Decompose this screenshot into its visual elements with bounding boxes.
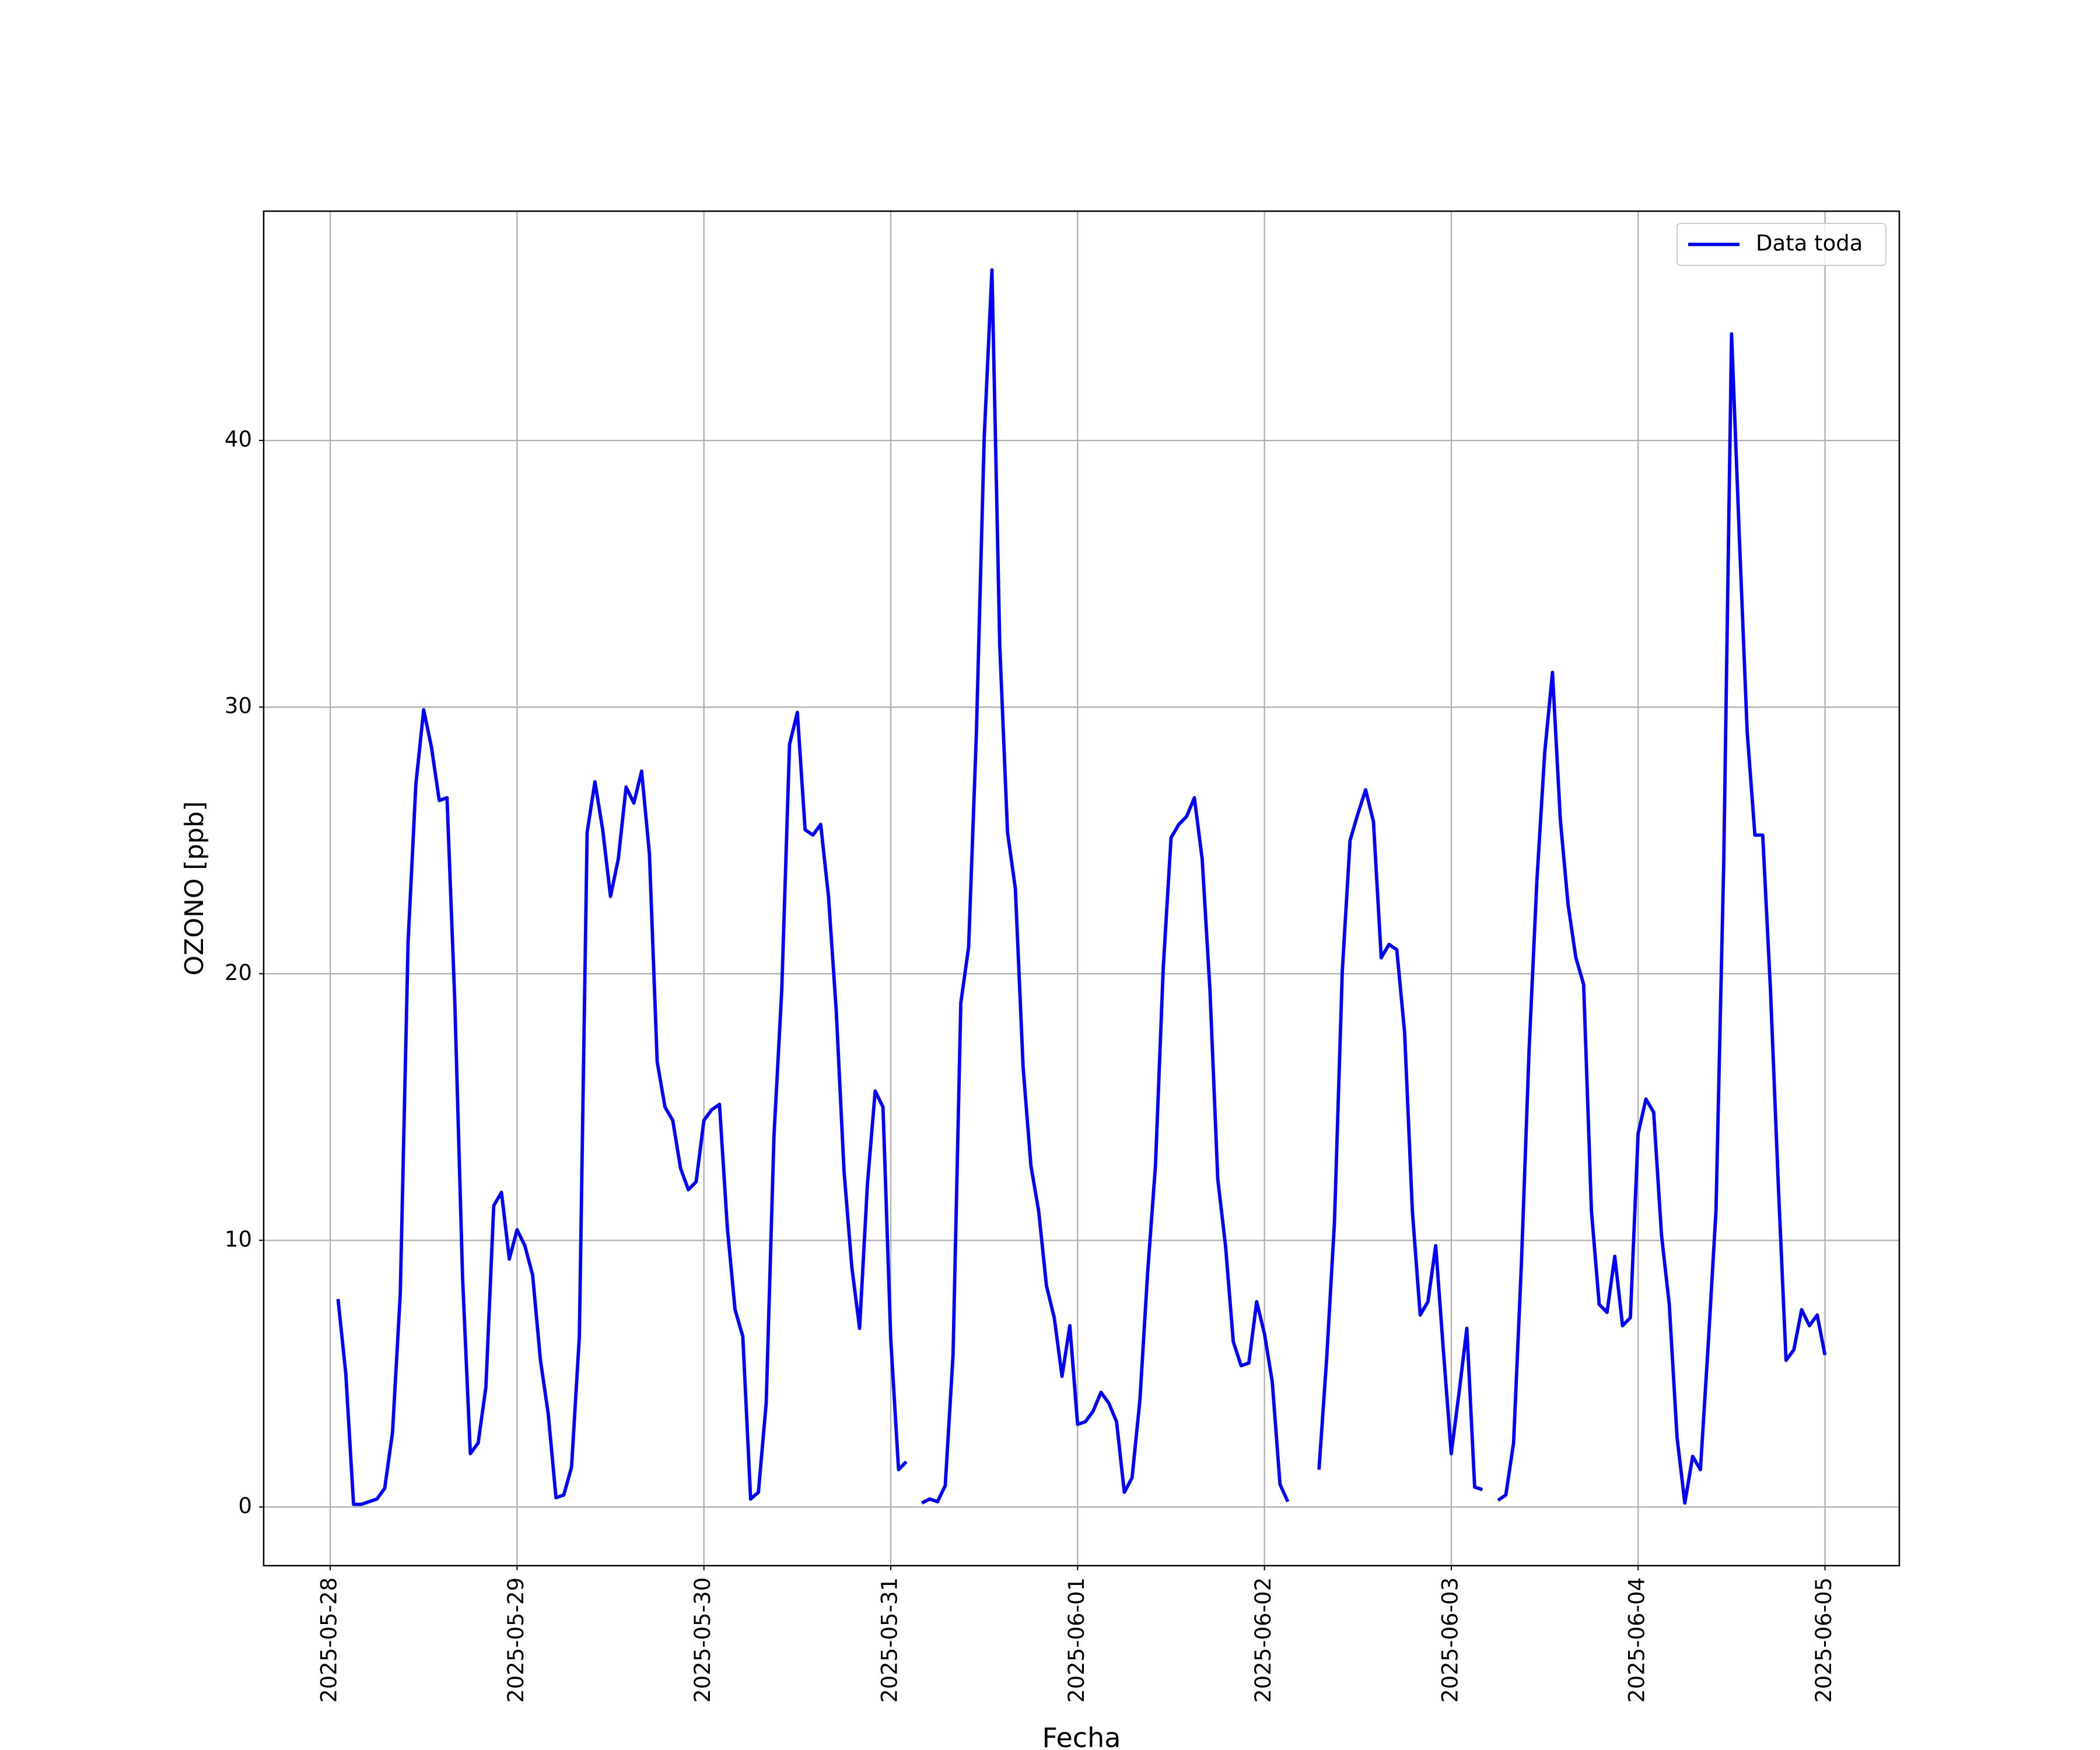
legend-box xyxy=(1676,223,1887,266)
x-tick-label: 2025-05-28 xyxy=(317,1577,342,1703)
y-tick-label: 20 xyxy=(225,960,252,985)
x-tick-label: 2025-05-29 xyxy=(503,1577,528,1703)
y-tick-label: 30 xyxy=(225,694,252,719)
x-tick-label: 2025-06-04 xyxy=(1625,1577,1650,1703)
x-tick-label: 2025-06-03 xyxy=(1437,1577,1462,1703)
y-axis-label: OZONO [ppb] xyxy=(180,801,209,975)
plot-frame xyxy=(262,210,1901,1567)
x-tick-label: 2025-06-02 xyxy=(1251,1577,1276,1703)
x-tick-label: 2025-05-31 xyxy=(877,1577,902,1703)
x-axis-label: Fecha xyxy=(1042,1722,1121,1750)
legend-label: Data toda xyxy=(1756,231,1863,256)
legend: Data toda xyxy=(1676,223,1887,266)
x-tick-label: 2025-06-01 xyxy=(1064,1577,1089,1703)
x-tick-label: 2025-06-05 xyxy=(1811,1577,1836,1703)
y-tick-label: 10 xyxy=(225,1227,252,1252)
y-tick-label: 40 xyxy=(225,427,252,452)
data-line xyxy=(336,268,1827,1506)
x-tick-label: 2025-05-30 xyxy=(690,1577,715,1703)
y-tick-label: 0 xyxy=(238,1493,252,1518)
